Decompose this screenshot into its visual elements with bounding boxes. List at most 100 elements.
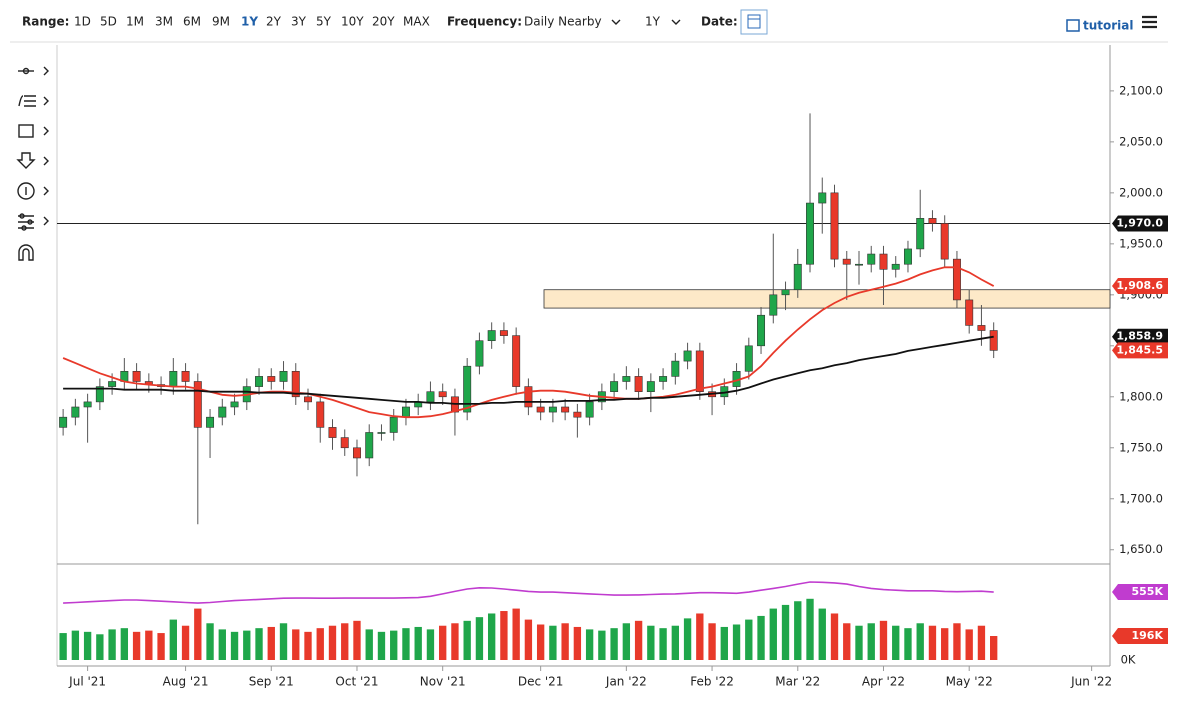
volume-bar <box>708 623 716 660</box>
volume-bar <box>255 628 263 660</box>
frequency-select[interactable]: Daily Nearby <box>524 15 602 29</box>
candle-body <box>255 376 264 387</box>
candle-body <box>548 406 557 413</box>
price-badge <box>1112 342 1168 359</box>
range-option[interactable]: 6M <box>183 15 201 29</box>
volume-bar <box>990 636 998 660</box>
volume-bar <box>659 628 667 660</box>
price-badge-label: 555K <box>1132 585 1164 598</box>
volume-bar <box>622 623 631 660</box>
range-option[interactable]: 1M <box>126 15 144 29</box>
tool-fib[interactable] <box>18 95 49 107</box>
price-badge <box>1112 328 1168 345</box>
candle-body <box>903 248 912 265</box>
menu-button[interactable] <box>1142 15 1157 29</box>
range-option[interactable]: 1Y <box>241 15 258 29</box>
candle-body <box>438 391 447 398</box>
tool-arrow[interactable] <box>16 152 49 169</box>
volume-bar <box>830 613 839 660</box>
volume-bar <box>83 631 92 660</box>
volume-bar <box>500 611 508 660</box>
volume-bar <box>977 625 986 660</box>
y-tick-label: 2,100.0 <box>1119 83 1163 97</box>
y2-tick-label: 0K <box>1121 653 1136 667</box>
tool-magnet[interactable] <box>18 244 34 261</box>
period-select[interactable]: 1Y <box>645 15 661 29</box>
candle-body <box>879 253 888 270</box>
range-option[interactable]: 1D <box>74 15 91 29</box>
candle-body <box>561 406 570 413</box>
range-option[interactable]: 20Y <box>372 15 395 29</box>
x-tick-label: Dec '21 <box>518 675 564 689</box>
candle-body <box>793 263 802 291</box>
volume-bar <box>402 628 410 660</box>
volume-bar <box>941 628 949 660</box>
volume-bar <box>634 620 643 660</box>
tutorial-text[interactable]: tutorial <box>1083 19 1134 33</box>
price-badge <box>1112 628 1168 645</box>
volume-bar <box>279 623 288 660</box>
range-option[interactable]: MAX <box>403 15 430 29</box>
candle-body <box>818 192 827 204</box>
candle-body <box>230 401 239 408</box>
volume-bar <box>169 619 177 660</box>
volume-bar <box>71 630 80 660</box>
volume-bar <box>879 620 888 660</box>
price-badge-label: 1,970.0 <box>1116 216 1163 229</box>
y-tick-label: 2,000.0 <box>1119 185 1163 199</box>
candle-body <box>536 406 545 413</box>
volume-bar <box>377 631 386 660</box>
candle-body <box>781 289 790 296</box>
volume-bar <box>818 608 826 660</box>
range-option[interactable]: 5Y <box>316 15 332 29</box>
candle-body <box>487 330 496 342</box>
volume-bar <box>647 625 655 660</box>
x-tick-label: Jun '22 <box>1070 675 1112 689</box>
volume-bar <box>206 623 214 660</box>
moving-average <box>62 266 995 419</box>
volume-bar <box>487 613 496 660</box>
range-option[interactable]: 5D <box>100 15 117 29</box>
support-zone <box>543 289 1111 309</box>
date-label: Date: <box>701 15 738 29</box>
candle-body <box>806 202 814 265</box>
x-tick-label: Feb '22 <box>690 675 734 689</box>
tool-rect[interactable] <box>18 124 49 138</box>
range-option[interactable]: 2Y <box>266 15 282 29</box>
candle-body <box>365 432 374 459</box>
price-badge <box>1112 215 1168 232</box>
chevron <box>611 19 621 25</box>
range-option[interactable]: 9M <box>212 15 230 29</box>
range-option[interactable]: 3Y <box>291 15 307 29</box>
volume-bar <box>855 625 863 660</box>
volume-bar <box>120 628 129 660</box>
candle-body <box>169 370 178 387</box>
candle-body <box>940 223 949 260</box>
range-option[interactable]: 10Y <box>341 15 364 29</box>
candle-body <box>463 365 472 413</box>
tool-line[interactable] <box>18 66 49 76</box>
candle-body <box>59 416 68 428</box>
candle-body <box>218 406 227 418</box>
volume-bar <box>904 628 912 660</box>
candle-body <box>683 350 692 362</box>
price-badge-label: 1,845.5 <box>1116 343 1163 356</box>
calendar-button[interactable] <box>740 9 768 35</box>
volume-bar <box>463 620 471 660</box>
volume-bar <box>757 615 765 660</box>
moving-average <box>63 335 994 405</box>
volume-bar <box>243 630 251 660</box>
candle-body <box>646 381 655 392</box>
range-option[interactable]: 3M <box>155 15 173 29</box>
volume-bar <box>194 608 202 660</box>
tool-settings[interactable] <box>18 213 49 231</box>
volume-bar <box>610 628 618 660</box>
volume-bar <box>573 626 582 660</box>
y-tick-label: 2,050.0 <box>1119 134 1163 148</box>
tool-note[interactable] <box>17 182 49 200</box>
y-tick-label: 1,700.0 <box>1119 491 1163 505</box>
candle-body <box>610 381 619 392</box>
tutorial-link[interactable]: tutorial <box>1066 19 1134 33</box>
volume-bar <box>536 624 545 660</box>
volume-bar <box>230 631 239 660</box>
